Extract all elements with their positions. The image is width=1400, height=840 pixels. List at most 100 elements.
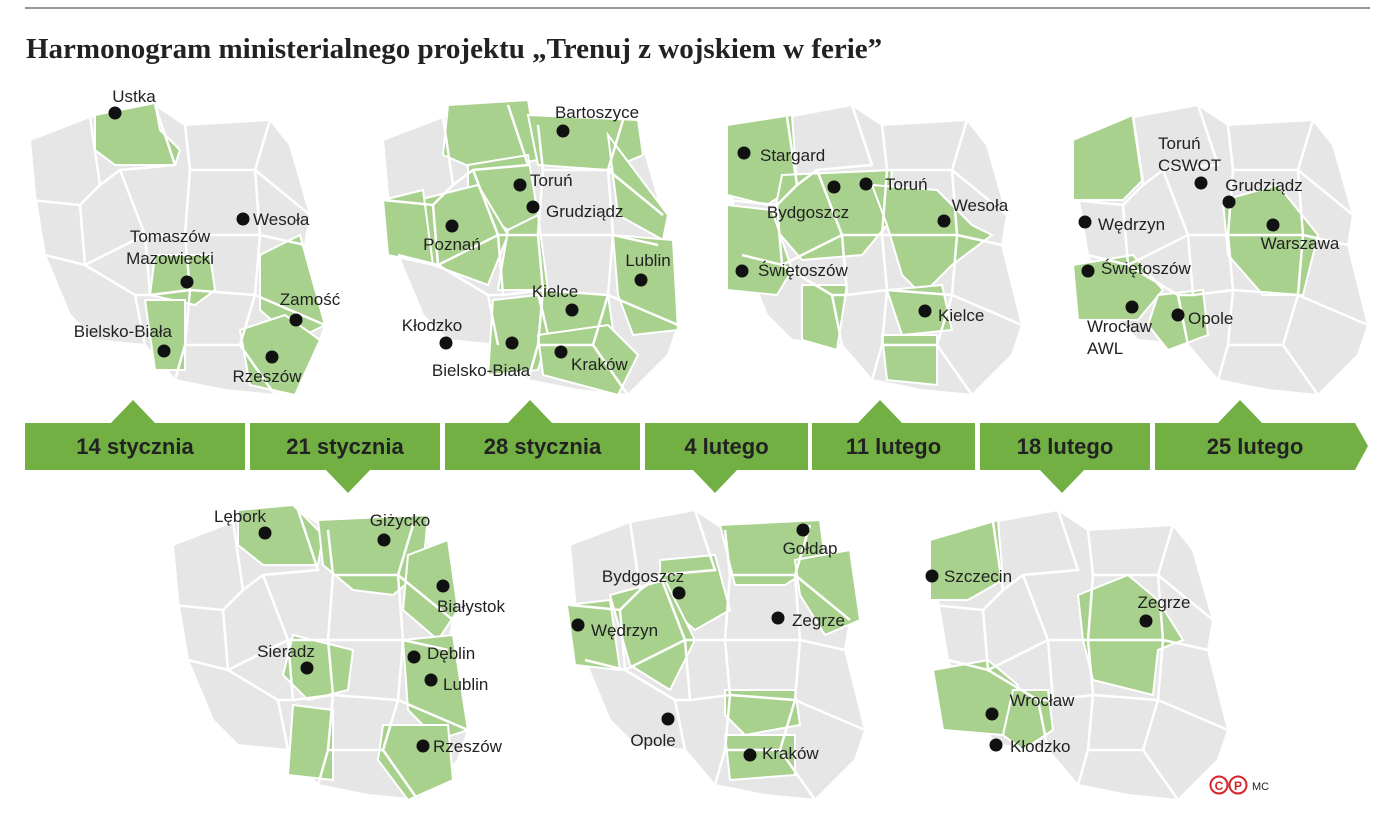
timeline-date: 28 stycznia (484, 434, 602, 459)
map: Bartoszyce Toruń Grudziądz Poznań Lublin Kiel… (381, 98, 680, 397)
city-label-line: Toruń (1158, 134, 1201, 153)
city-dot (989, 738, 1003, 752)
city-dot (300, 661, 314, 675)
city-label-line: Białystok (437, 597, 506, 616)
city-label-line: Tomaszów (130, 227, 211, 246)
city-label-line: Gołdap (783, 539, 838, 558)
city-dot (439, 336, 453, 350)
city-dot (672, 586, 686, 600)
region-border (726, 116, 799, 207)
city-label: Kielce (532, 282, 578, 301)
city-label: Białystok (437, 597, 506, 616)
city-label-line: Kłodzko (402, 316, 462, 335)
city-dot (1078, 215, 1092, 229)
map: Lębork Giżycko Białystok Sieradz Dęblin Lubli… (171, 503, 506, 802)
city-dot (918, 304, 932, 318)
city-label-line: Zamość (280, 290, 341, 309)
city-label-line: Rzeszów (233, 367, 303, 386)
city-dot (925, 569, 939, 583)
city-label-line: Lublin (625, 251, 670, 270)
city-dot (157, 344, 171, 358)
city-label: Lublin (625, 251, 670, 270)
city-label: Zegrze (1138, 593, 1191, 612)
city-label-line: Wędrzyn (591, 621, 658, 640)
city-label: Zamość (280, 290, 341, 309)
city-dot (424, 673, 438, 687)
highlighted-region (376, 724, 455, 802)
city-label-line: CSWOT (1158, 156, 1221, 175)
city-label-line: Opole (1188, 309, 1233, 328)
region-border (794, 574, 851, 621)
region-border (1297, 293, 1369, 327)
city-label-line: Grudziądz (546, 202, 623, 221)
city-label: Opole (1188, 309, 1233, 328)
city-label: Poznań (423, 235, 481, 254)
city-label-line: Kraków (762, 744, 819, 763)
region-border (326, 524, 415, 577)
logo-circle (1228, 775, 1248, 795)
highlighted-region (929, 518, 1005, 601)
city-label: Wrocław AWL (1087, 317, 1153, 358)
city-label-line: Kraków (571, 355, 628, 374)
timeline-segment (812, 423, 975, 470)
highlighted-region (286, 703, 334, 782)
city-label: Gołdap (783, 539, 838, 558)
highlighted-region (401, 633, 470, 742)
city-label: Kraków (762, 744, 819, 763)
city-dot (737, 146, 751, 160)
city-dot (416, 739, 430, 753)
city-label-line: Dęblin (427, 644, 475, 663)
timeline-date: 18 lutego (1017, 434, 1114, 459)
city-dot (571, 618, 585, 632)
city-label-line: Kłodzko (1010, 737, 1070, 756)
region-border (723, 524, 812, 577)
region-border (794, 698, 866, 732)
city-dot (937, 214, 951, 228)
city-label: Grudziądz (546, 202, 623, 221)
city-dot (1194, 176, 1208, 190)
highlighted-region (870, 183, 994, 297)
city-label-line: Wrocław (1087, 317, 1153, 336)
map: Szczecin Zegrze Wrocław Kłodzko (925, 508, 1230, 802)
region-border (1302, 233, 1349, 247)
city-dot (526, 200, 540, 214)
city-dot (859, 177, 873, 191)
highlighted-region (143, 299, 186, 371)
city-label: Zegrze (792, 611, 845, 630)
city-label-line: Bielsko-Biała (432, 361, 531, 380)
city-dot (661, 712, 675, 726)
city-label: Warszawa (1261, 234, 1340, 253)
timeline-date: 25 lutego (1207, 434, 1304, 459)
region-border (569, 521, 642, 612)
city-label: Świętoszów (758, 261, 848, 280)
highlighted-region (1072, 113, 1145, 201)
timeline-pointer (1217, 400, 1263, 424)
region-border (951, 293, 1023, 327)
city-label-line: Stargard (760, 146, 825, 165)
title: Harmonogram ministerialnego projektu „Tr… (26, 33, 882, 65)
city-label-line: Toruń (885, 175, 928, 194)
city-label-line: Wrocław (1010, 691, 1076, 710)
timeline-pointer (325, 469, 371, 493)
city-label-line: Opole (630, 731, 675, 750)
city-label: Wędrzyn (1098, 215, 1165, 234)
timeline-date: 4 lutego (684, 434, 768, 459)
city-label: Toruń CSWOT (1158, 134, 1221, 175)
city-dot (743, 748, 757, 762)
region-border (639, 509, 717, 591)
city-label-line: Kielce (532, 282, 578, 301)
region-border (932, 521, 1005, 612)
timeline-date: 21 stycznia (286, 434, 404, 459)
highlighted-region (1221, 183, 1320, 296)
region-border (612, 233, 659, 247)
city-dot (1171, 308, 1185, 322)
highlighted-region (723, 734, 796, 782)
city-label-line: Sieradz (257, 642, 315, 661)
region-border (796, 104, 874, 186)
city-label-line: Grudziądz (1225, 176, 1302, 195)
region-border (799, 638, 846, 652)
city-dot (265, 350, 279, 364)
logo-circle (1209, 775, 1229, 795)
